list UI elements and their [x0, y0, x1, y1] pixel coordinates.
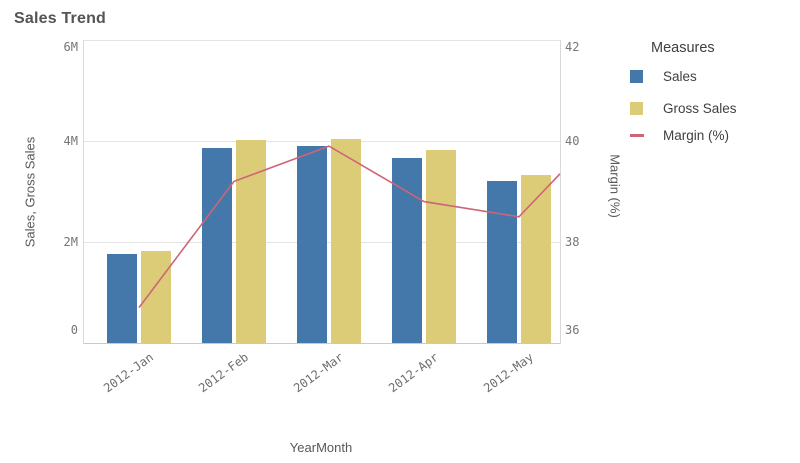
gridline: [84, 141, 560, 142]
bar-sales[interactable]: [202, 147, 232, 343]
y-axis-right-tick: 38: [565, 235, 580, 249]
x-axis-label[interactable]: 2012-May: [481, 350, 537, 396]
right-axis-title: Margin (%): [607, 154, 623, 218]
chart-title: Sales Trend: [14, 10, 107, 27]
y-axis-right-tick: 42: [565, 40, 580, 54]
bar-gross-sales[interactable]: [426, 150, 456, 343]
y-axis-left-tick: 6M: [63, 40, 78, 54]
bar-sales[interactable]: [297, 146, 327, 343]
x-axis-label[interactable]: 2012-Jan: [101, 350, 157, 396]
x-axis-label[interactable]: 2012-Apr: [386, 350, 442, 396]
x-axis-label[interactable]: 2012-Feb: [196, 350, 252, 396]
bar-gross-sales[interactable]: [521, 174, 551, 343]
left-axis-title: Sales, Gross Sales: [22, 136, 38, 248]
y-axis-left-tick: 2M: [63, 235, 78, 249]
bar-gross-sales[interactable]: [141, 250, 171, 343]
legend-title: Measures: [651, 40, 715, 56]
y-axis-left-tick: 4M: [63, 134, 78, 148]
gridline: [84, 40, 560, 41]
gross-sales-swatch-icon: [630, 102, 643, 115]
sales-swatch-icon: [630, 70, 643, 83]
x-axis-title: YearMonth: [289, 440, 353, 455]
y-axis-right-tick: 40: [565, 134, 580, 148]
y-axis-right-tick: 36: [565, 323, 580, 337]
bar-sales[interactable]: [107, 254, 137, 343]
plot-area: [83, 40, 561, 344]
x-axis-label[interactable]: 2012-Mar: [291, 350, 347, 396]
legend-item-label: Sales: [663, 69, 697, 84]
margin-line-swatch-icon: [630, 134, 644, 137]
y-axis-left-tick: 0: [70, 323, 78, 337]
bar-sales[interactable]: [487, 181, 517, 343]
bar-sales[interactable]: [392, 158, 422, 343]
bars-layer: [84, 40, 560, 343]
bar-gross-sales[interactable]: [331, 139, 361, 343]
legend-item-label: Margin (%): [663, 128, 730, 143]
bar-gross-sales[interactable]: [236, 140, 266, 343]
legend-item-label: Gross Sales: [663, 101, 737, 116]
